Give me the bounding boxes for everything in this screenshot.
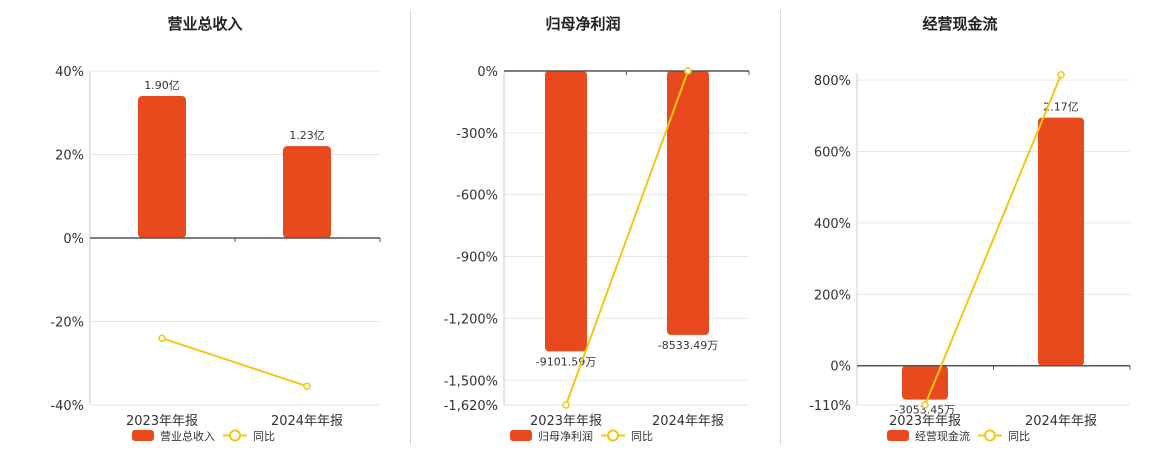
y-tick-label: 400% bbox=[814, 217, 851, 232]
y-tick-label: 0% bbox=[830, 360, 851, 375]
yoy-point bbox=[684, 67, 692, 75]
yoy-point bbox=[158, 334, 166, 342]
legend-line-marker bbox=[984, 429, 996, 442]
bar-data-label: 1.90亿 bbox=[144, 79, 180, 92]
yoy-line bbox=[924, 74, 1062, 406]
bar-data-label: -8533.49万 bbox=[658, 339, 718, 352]
legend-line-marker bbox=[607, 429, 619, 442]
y-tick-label: -1,620% bbox=[444, 399, 498, 414]
bar bbox=[283, 146, 331, 238]
y-tick-label: -1,500% bbox=[444, 374, 498, 389]
bar-data-label: 1.23亿 bbox=[289, 129, 325, 142]
cash-flow-chart-panel: 经营现金流 800% 600% 400% 200% 0% -110% -3053.45万 2.1… bbox=[781, 0, 1160, 450]
y-tick-label: 200% bbox=[814, 288, 851, 303]
bar-data-label: 2.17亿 bbox=[1043, 101, 1079, 114]
yoy-line bbox=[565, 70, 689, 406]
y-tick-label: 40% bbox=[55, 65, 84, 80]
bar bbox=[1038, 117, 1084, 366]
bar bbox=[138, 96, 186, 238]
cash-flow-chart: 经营现金流 800% 600% 400% 200% 0% -110% -3053.45万 2.1… bbox=[809, 15, 1131, 443]
x-category-label: 2024年年报 bbox=[1025, 414, 1097, 429]
x-category-label: 2024年年报 bbox=[652, 414, 724, 429]
chart-title: 经营现金流 bbox=[922, 15, 997, 33]
y-tick-label: 600% bbox=[814, 146, 851, 161]
y-tick-label: -40% bbox=[50, 399, 84, 414]
yoy-point bbox=[1057, 71, 1065, 79]
y-tick-label: -110% bbox=[809, 399, 851, 414]
legend-line-label: 同比 bbox=[1008, 430, 1030, 443]
bar bbox=[545, 71, 587, 352]
bar-data-label: -3053.45万 bbox=[895, 404, 955, 417]
x-category-label: 2023年年报 bbox=[530, 414, 602, 429]
x-category-label: 2024年年报 bbox=[271, 414, 343, 429]
revenue-chart-panel: 营业总收入 40% 20% 0% -20% -40% 1.90亿 1.23亿 2023年年报 20… bbox=[0, 0, 410, 450]
net-profit-chart-panel: 归母净利润 0% -300% -600% -900% -1,200% -1,500% -1,6… bbox=[411, 0, 780, 450]
legend-bar-label: 归母净利润 bbox=[538, 429, 593, 443]
y-tick-label: 800% bbox=[814, 74, 851, 89]
y-tick-label: 0% bbox=[63, 232, 84, 247]
chart-title: 营业总收入 bbox=[167, 15, 242, 33]
bar bbox=[667, 71, 709, 335]
legend-bar-swatch bbox=[510, 430, 532, 441]
y-tick-label: -300% bbox=[456, 127, 498, 142]
net-profit-chart: 归母净利润 0% -300% -600% -900% -1,200% -1,500% -1,6… bbox=[444, 15, 750, 443]
y-tick-label: 0% bbox=[477, 65, 498, 80]
x-category-label: 2023年年报 bbox=[889, 414, 961, 429]
y-tick-label: -1,200% bbox=[444, 312, 498, 327]
legend-bar-label: 营业总收入 bbox=[160, 429, 215, 443]
legend-bar-label: 经营现金流 bbox=[915, 429, 970, 443]
panel-divider bbox=[780, 10, 781, 445]
y-tick-label: -600% bbox=[456, 189, 498, 204]
y-tick-label: -20% bbox=[50, 316, 84, 331]
legend-line-label: 同比 bbox=[253, 430, 275, 443]
yoy-line bbox=[161, 337, 308, 388]
bar-data-label: -9101.59万 bbox=[536, 355, 596, 368]
legend-line-label: 同比 bbox=[631, 430, 653, 443]
y-tick-label: 20% bbox=[55, 149, 84, 164]
bar bbox=[902, 365, 948, 400]
chart-title: 归母净利润 bbox=[545, 15, 620, 33]
y-tick-label: -900% bbox=[456, 251, 498, 266]
revenue-chart: 营业总收入 40% 20% 0% -20% -40% 1.90亿 1.23亿 2023年年报 20… bbox=[50, 15, 381, 443]
yoy-point bbox=[303, 382, 311, 390]
yoy-point bbox=[921, 401, 929, 409]
legend-bar-swatch bbox=[132, 430, 154, 441]
legend-line-marker bbox=[229, 429, 241, 442]
panel-divider bbox=[410, 10, 411, 445]
legend-bar-swatch bbox=[887, 430, 909, 441]
yoy-point bbox=[562, 401, 570, 409]
x-category-label: 2023年年报 bbox=[126, 414, 198, 429]
